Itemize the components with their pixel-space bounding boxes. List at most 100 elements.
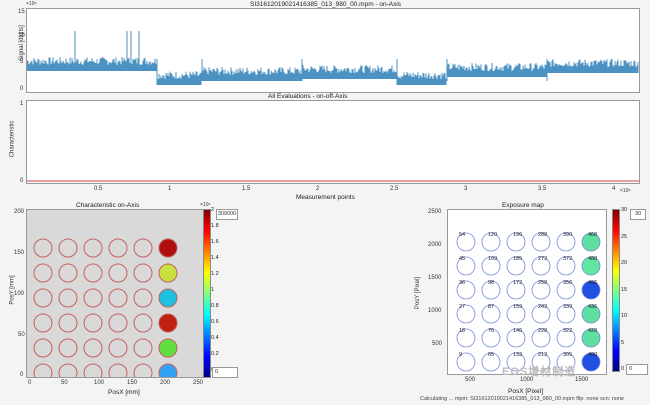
- mid-plot-axes[interactable]: [26, 100, 640, 184]
- left-map-specimen: [133, 288, 153, 308]
- right-map-number: 356: [563, 280, 572, 286]
- left-map-specimen-filled: [158, 338, 178, 358]
- right-map-specimen: [456, 280, 476, 300]
- right-map-number: 76: [488, 328, 494, 334]
- mid-xtick-6: 3.5: [538, 186, 547, 192]
- left-map-specimen: [133, 313, 153, 333]
- left-map-ylabel: PosY [mm]: [9, 275, 16, 305]
- left-map-specimen: [58, 313, 78, 333]
- left-map-specimen: [133, 263, 153, 283]
- right-map-number: 98: [488, 280, 494, 286]
- right-map-axes[interactable]: 54 120 196 288 390 468 45 109 185 273 372 488 36 98 17…: [447, 209, 607, 375]
- right-map-number: 87: [488, 304, 494, 310]
- right-map-specimen: [506, 304, 526, 324]
- right-map-number: 133: [513, 352, 522, 358]
- left-map-specimen-filled: [158, 263, 178, 283]
- right-xtick-1000: 1000: [520, 377, 534, 383]
- right-cb-tick-0: 30: [621, 207, 628, 213]
- right-map-number: 258: [538, 280, 547, 286]
- right-map-specimen: [456, 352, 476, 372]
- right-cb-tick-4: 10: [621, 313, 628, 319]
- left-map-axes[interactable]: [26, 209, 206, 383]
- left-map-specimen: [58, 288, 78, 308]
- left-map-specimen: [108, 288, 128, 308]
- left-xtick-0: 0: [28, 380, 32, 386]
- left-map-specimen: [58, 338, 78, 358]
- right-map-specimen: [506, 232, 526, 252]
- right-map-specimen: [581, 352, 601, 372]
- right-map-title: Exposure map: [502, 202, 544, 209]
- right-map-specimen: [556, 256, 576, 276]
- left-xtick-3: 150: [127, 380, 138, 386]
- right-map-specimen: [556, 352, 576, 372]
- left-cb-tick-0: 2: [211, 207, 215, 213]
- left-map-specimen: [33, 238, 53, 258]
- left-colorbar-exp: ×10⁶: [200, 202, 211, 208]
- left-map-specimen: [83, 338, 103, 358]
- left-colorbar-min-input[interactable]: 0: [212, 367, 238, 378]
- right-map-specimen: [581, 328, 601, 348]
- left-map-svg: [33, 238, 178, 383]
- left-map-specimen: [33, 313, 53, 333]
- right-map-specimen: [581, 280, 601, 300]
- right-map-specimen: [481, 352, 501, 372]
- right-xtick-500: 500: [465, 377, 476, 383]
- top-plot-title: SI31612019021416385_013_980_00.mpm - on-…: [250, 1, 402, 8]
- left-map-specimen: [108, 263, 128, 283]
- right-map-number: 322: [563, 328, 572, 334]
- right-colorbar-min-input[interactable]: 0: [626, 364, 648, 375]
- left-ytick-150: 150: [14, 250, 25, 256]
- right-map-specimen: [556, 304, 576, 324]
- left-map-specimen-filled: [158, 313, 178, 333]
- right-map-number: 436: [588, 304, 597, 310]
- mid-xtick-0: 0.5: [94, 186, 103, 192]
- top-plot-exponent: ×10⁶: [26, 1, 37, 7]
- right-map-specimen: [456, 304, 476, 324]
- mid-xtick-4: 2.5: [390, 186, 399, 192]
- mid-xtick-1: 1: [168, 186, 172, 192]
- right-colorbar-max-input[interactable]: 30: [630, 209, 646, 220]
- left-map-title: Characteristic on-Axis: [76, 202, 140, 209]
- status-bar: Calculating ... mpm: SI31612019021416385…: [420, 396, 624, 402]
- mid-xtick-3: 2: [316, 186, 320, 192]
- right-map-specimen: [531, 256, 551, 276]
- right-cb-tick-5: 5: [621, 339, 625, 346]
- left-ytick-100: 100: [14, 291, 25, 297]
- right-map-number: 36: [459, 280, 465, 286]
- mid-plot-xexp: ×10⁶: [620, 188, 631, 194]
- right-map-number: 488: [588, 256, 597, 262]
- right-map-number: 305: [563, 352, 572, 358]
- right-map-number: 18: [459, 328, 465, 334]
- right-map-number: 400: [588, 352, 597, 358]
- right-map-ylabel: PosY [Pixel]: [415, 276, 422, 310]
- mid-plot-ylabel: Characteristic: [9, 120, 16, 158]
- left-map-specimen-filled: [158, 288, 178, 308]
- right-map-number: 159: [513, 304, 522, 310]
- right-map-specimen: [481, 304, 501, 324]
- left-map-specimen: [58, 363, 78, 383]
- right-cb-tick-6: 0: [621, 366, 625, 372]
- right-ytick-500: 500: [432, 341, 443, 347]
- left-cb-tick-8: 0.4: [211, 335, 219, 341]
- right-map-specimen: [556, 280, 576, 300]
- left-xtick-4: 200: [160, 380, 171, 386]
- left-cb-tick-7: 0.6: [211, 319, 219, 325]
- right-map-number: 9: [459, 352, 462, 358]
- right-map-specimen: [456, 232, 476, 252]
- left-map-specimen: [133, 363, 153, 383]
- top-ytick-0: 0: [20, 86, 24, 92]
- top-ytick-15: 15: [18, 9, 25, 15]
- right-map-number: 390: [563, 232, 572, 238]
- left-ytick-50: 50: [18, 332, 25, 338]
- right-map-specimen: [531, 280, 551, 300]
- left-colorbar-max-input[interactable]: 309000: [216, 209, 238, 220]
- top-plot-axes[interactable]: [26, 8, 640, 93]
- right-ytick-2000: 2000: [428, 242, 442, 248]
- left-map-specimen: [58, 263, 78, 283]
- right-map-specimen: [581, 256, 601, 276]
- right-map-specimen: [481, 256, 501, 276]
- mid-plot-xlabel: Measurement points: [296, 194, 355, 201]
- right-map-number: 146: [513, 328, 522, 334]
- left-cb-tick-3: 1.4: [211, 255, 219, 261]
- left-xtick-2: 100: [94, 380, 105, 386]
